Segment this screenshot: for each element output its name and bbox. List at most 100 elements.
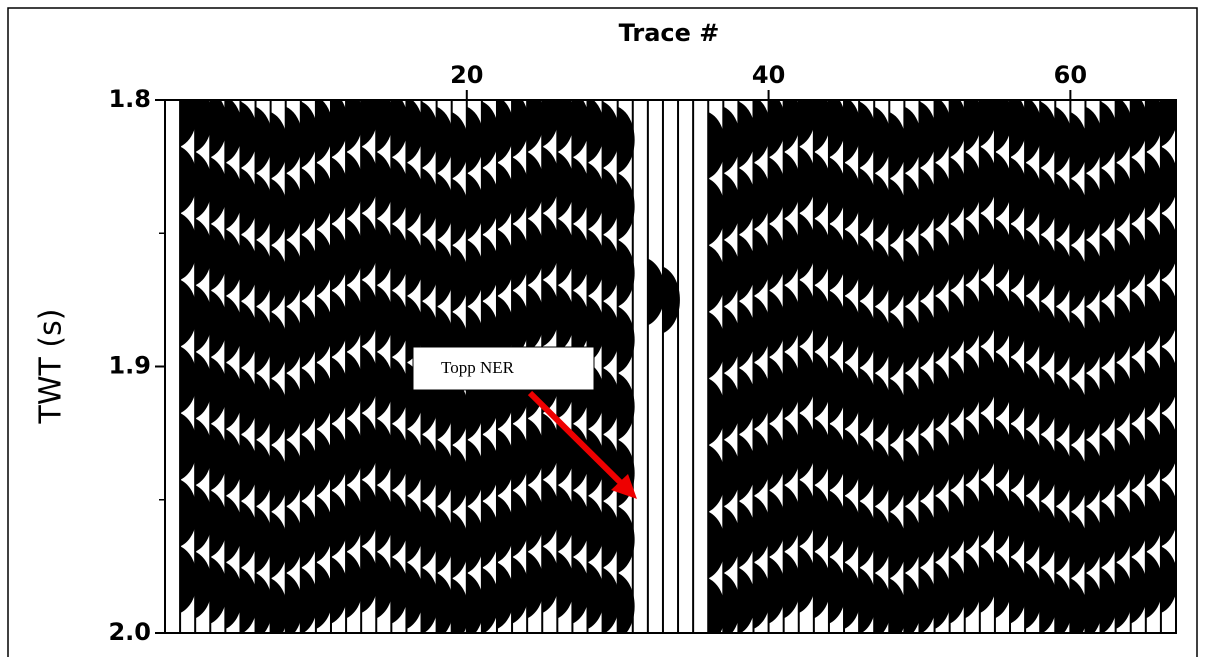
wiggle-lobe (828, 557, 846, 624)
wiggle-lobe (406, 495, 424, 563)
wiggle-lobe (285, 573, 303, 633)
wiggle-lobe (994, 418, 1012, 486)
wiggle-lobe (240, 101, 258, 168)
wiggle-lobe (1085, 173, 1103, 240)
wiggle-lobe (934, 562, 952, 630)
wiggle-lobe (180, 146, 198, 214)
wiggle-lobe (919, 234, 937, 302)
wiggle-lobe (225, 362, 243, 430)
wiggle-lobe (240, 301, 258, 368)
wiggle-lobe (1085, 106, 1103, 174)
wiggle-lobe (406, 100, 424, 163)
wiggle-lobe (828, 423, 846, 491)
wiggle-lobe (813, 485, 831, 552)
wiggle-lobe (1100, 501, 1118, 568)
wiggle-lobe (1010, 290, 1027, 358)
wiggle-lobe (1130, 357, 1148, 424)
wiggle-lobe (361, 146, 379, 214)
wiggle-lobe (1085, 573, 1103, 633)
wiggle-lobe (300, 434, 318, 502)
wiggle-lobe (481, 101, 499, 168)
wiggle-lobe (783, 100, 801, 152)
wiggle-lobe (285, 439, 303, 507)
wiggle-lobe (1115, 295, 1133, 363)
wiggle-lobe (180, 479, 198, 547)
wiggle-lobe (964, 551, 982, 619)
wiggle-lobe (1025, 495, 1043, 563)
wiggle-lobe (300, 167, 318, 235)
wiggle-lobe (994, 285, 1012, 352)
wiggle-lobe (1130, 100, 1148, 158)
wiggle-lobe (346, 151, 364, 219)
y-tick-label: 1.9 (108, 352, 151, 380)
wiggle-lobe (315, 229, 333, 296)
wiggle-lobe (1040, 101, 1058, 168)
wiggle-lobe (964, 218, 982, 286)
wiggle-lobe (1070, 178, 1088, 246)
wiggle-lobe (813, 151, 831, 219)
wiggle-lobe (225, 295, 243, 363)
annotation: Topp NER (441, 358, 515, 377)
wiggle-lobe (436, 239, 454, 307)
wiggle-lobe (768, 423, 786, 491)
wiggle-lobe (330, 357, 348, 424)
wiggle-lobe (376, 418, 394, 486)
wiggle-lobe (557, 551, 575, 619)
wiggle-lobe (768, 100, 786, 158)
wiggle-lobe (496, 562, 514, 630)
wiggle-lobe (225, 229, 243, 296)
wiggle-lobe (904, 106, 922, 174)
wiggle-lobe (1100, 301, 1118, 368)
wiggle-lobe (496, 429, 514, 496)
wiggle-lobe (496, 229, 514, 296)
wiggle-lobe (527, 151, 545, 219)
wiggle-lobe (255, 106, 273, 174)
wiggle-lobe (512, 100, 530, 158)
wiggle-lobe (617, 506, 635, 574)
wiggle-lobe (1025, 562, 1043, 630)
wiggle-lobe (481, 501, 499, 568)
wiggle-lobe (919, 167, 937, 235)
wiggle-lobe (1040, 567, 1058, 633)
wiggle-lobe (195, 418, 213, 486)
wiggle-lobe (406, 429, 424, 496)
wiggle-lobe (557, 485, 575, 552)
wiggle-lobe (723, 573, 741, 633)
wiggle-lobe (1085, 306, 1103, 374)
wiggle-lobe (542, 279, 560, 347)
wiggle-lobe (1130, 557, 1148, 624)
wiggle-lobe (481, 167, 499, 235)
wiggle-lobe (391, 557, 409, 624)
wiggle-lobe (768, 357, 786, 424)
wiggle-lobe (647, 258, 665, 326)
wiggle-lobe (391, 290, 409, 358)
wiggle-lobe (768, 157, 786, 224)
wiggle-lobe (376, 351, 394, 419)
wiggle-lobe (436, 173, 454, 240)
wiggle-lobe (813, 218, 831, 286)
wiggle-lobe (1145, 100, 1163, 152)
wiggle-lobe (844, 362, 861, 430)
x-tick-label: 20 (450, 61, 483, 89)
wiggle-lobe (300, 301, 318, 368)
wiggle-lobe (361, 100, 379, 147)
wiggle-lobe (406, 562, 424, 630)
wiggle-lobe (406, 295, 424, 363)
wiggle-lobe (1145, 218, 1163, 286)
wiggle-lobe (527, 218, 545, 286)
wiggle-lobe (1145, 285, 1163, 352)
wiggle-lobe (210, 557, 228, 624)
wiggle-lobe (828, 357, 846, 424)
wiggle-lobe (451, 578, 469, 633)
wiggle-lobe (542, 213, 560, 280)
wiggle-lobe (180, 100, 198, 147)
wiggle-lobe (753, 562, 771, 630)
wiggle-lobe (1055, 173, 1073, 240)
wiggle-lobe (949, 357, 967, 424)
wiggle-lobe (315, 562, 333, 630)
wiggle-lobe (874, 306, 892, 374)
wiggle-lobe (859, 167, 877, 235)
wiggle-lobe (889, 245, 907, 312)
wiggle-lobe (195, 485, 213, 552)
wiggle-lobe (210, 423, 228, 491)
